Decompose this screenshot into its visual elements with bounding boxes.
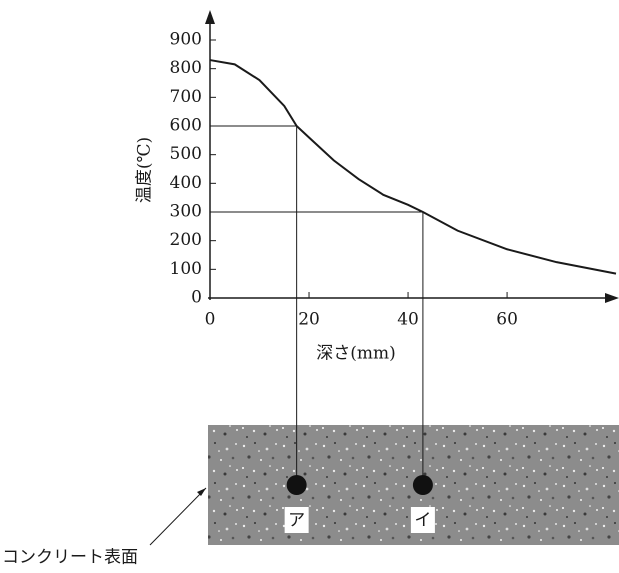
sensor-label: ア	[288, 511, 305, 531]
y-tick-label: 600	[170, 116, 202, 136]
y-tick-label: 700	[170, 87, 202, 107]
curve	[209, 59, 617, 275]
surface-label: コンクリート表面	[2, 548, 138, 568]
x-tick-label: 60	[496, 310, 518, 330]
label-box	[410, 507, 435, 533]
y-tick-label: 300	[170, 202, 202, 222]
y-tick-label: 400	[170, 173, 202, 193]
sensor-dot	[286, 475, 307, 495]
y-tick-label: 200	[170, 230, 202, 250]
sensor-dot	[412, 475, 433, 495]
y-tick-label: 800	[170, 58, 202, 78]
y-tick-label: 0	[191, 288, 202, 308]
y-axis-arrow	[205, 10, 215, 24]
pointer-line	[149, 487, 207, 546]
y-tick-label: 500	[170, 144, 202, 164]
sensor-label: イ	[414, 511, 431, 531]
x-tick-label: 0	[205, 310, 216, 330]
y-tick-label: 100	[170, 259, 202, 279]
y-axis-label: 温度(℃)	[135, 137, 155, 203]
x-axis-arrow	[605, 293, 619, 303]
label-box	[284, 507, 309, 533]
x-tick-label: 20	[298, 310, 320, 330]
x-tick-label: 40	[397, 310, 419, 330]
x-axis-label: 深さ(mm)	[316, 344, 396, 364]
y-tick-label: 900	[170, 30, 202, 50]
pointer-arrow	[197, 488, 206, 496]
